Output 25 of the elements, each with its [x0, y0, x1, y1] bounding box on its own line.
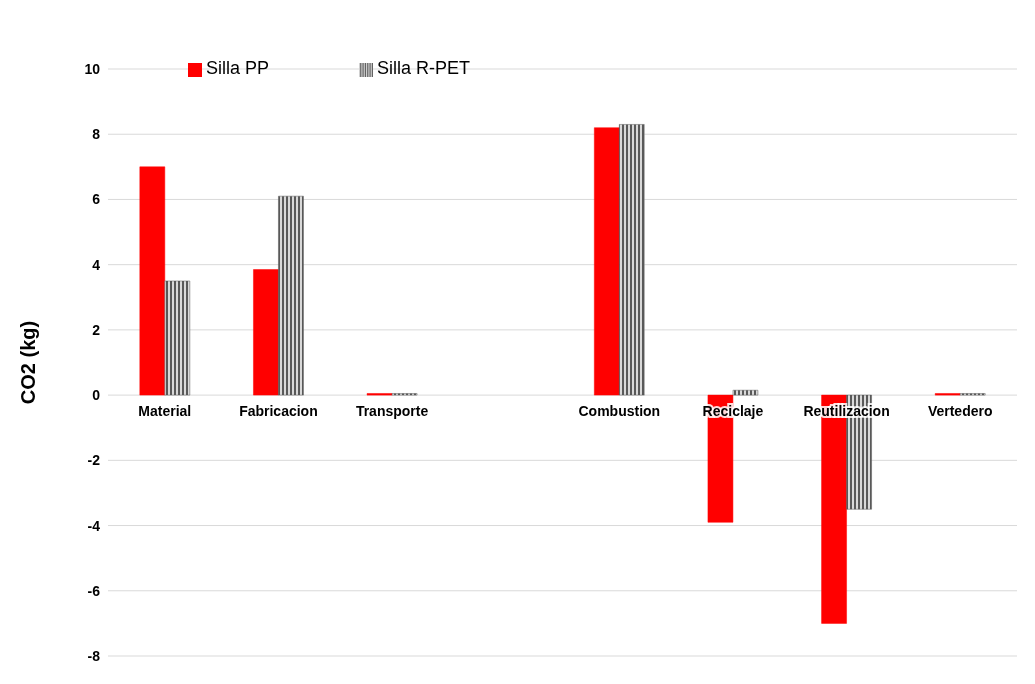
y-tick-label: 2 — [92, 321, 101, 338]
y-tick-label: 6 — [92, 191, 101, 208]
x-tick-label: Fabricacion — [239, 402, 318, 419]
legend-label: Silla PP — [206, 58, 270, 78]
y-tick-label: -4 — [87, 517, 101, 534]
bar — [594, 127, 620, 396]
y-tick-label: 10 — [84, 60, 101, 77]
y-tick-label: -8 — [87, 647, 101, 664]
y-tick-label: -6 — [87, 582, 101, 599]
legend-label: Silla R-PET — [377, 58, 471, 78]
bar — [278, 195, 304, 396]
y-tick-label: 0 — [92, 387, 101, 404]
y-tick-label: -2 — [87, 452, 101, 469]
bar — [164, 280, 191, 396]
x-tick-label: Transporte — [355, 402, 429, 419]
bar — [253, 269, 279, 396]
y-tick-label: 8 — [92, 126, 101, 143]
bar — [732, 389, 759, 396]
x-tick-label: Combustion — [578, 402, 661, 419]
bar — [139, 166, 166, 396]
y-axis-title: CO2 (kg) — [17, 320, 40, 405]
x-tick-label: Vertedero — [927, 402, 993, 419]
bar — [619, 124, 645, 396]
x-tick-label: Material — [138, 402, 192, 419]
y-tick-label: 4 — [92, 256, 101, 273]
